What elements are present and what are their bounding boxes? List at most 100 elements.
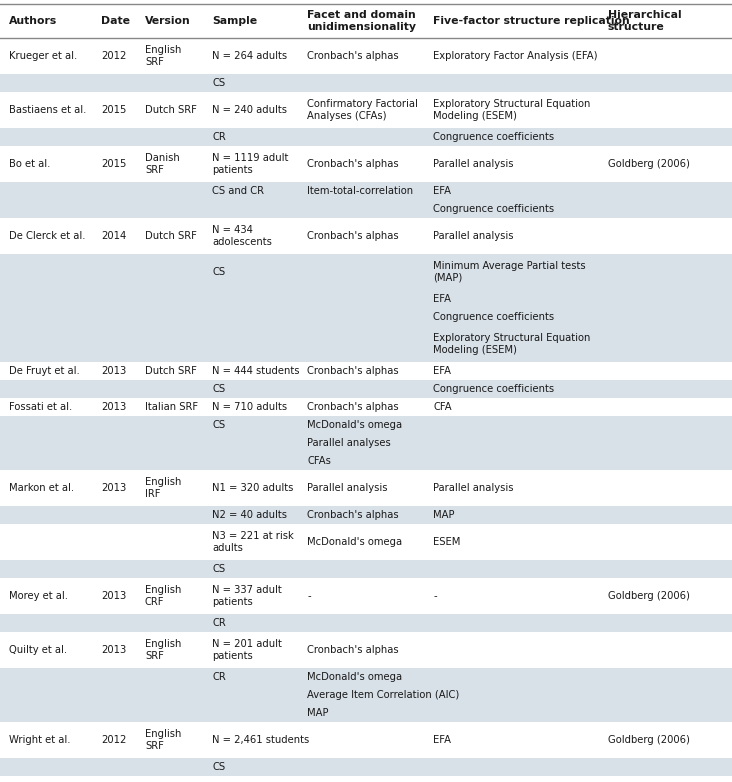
Bar xyxy=(0,668,732,686)
Text: Date: Date xyxy=(101,16,130,26)
Text: McDonald's omega: McDonald's omega xyxy=(307,672,403,682)
Text: Average Item Correlation (AIC): Average Item Correlation (AIC) xyxy=(307,690,460,700)
Bar xyxy=(0,398,732,416)
Text: De Clerck et al.: De Clerck et al. xyxy=(9,231,86,241)
Text: Congruence coefficients: Congruence coefficients xyxy=(433,204,554,214)
Text: CR: CR xyxy=(212,672,226,682)
Text: Cronbach's alphas: Cronbach's alphas xyxy=(307,51,399,61)
Text: McDonald's omega: McDonald's omega xyxy=(307,537,403,547)
Text: Dutch SRF: Dutch SRF xyxy=(145,105,197,115)
Bar xyxy=(0,416,732,434)
Text: EFA: EFA xyxy=(433,186,452,196)
Bar xyxy=(0,200,732,218)
Text: Italian SRF: Italian SRF xyxy=(145,402,198,412)
Text: ESEM: ESEM xyxy=(433,537,460,547)
Text: N3 = 221 at risk
adults: N3 = 221 at risk adults xyxy=(212,531,294,553)
Text: N2 = 40 adults: N2 = 40 adults xyxy=(212,510,287,520)
Text: Parallel analysis: Parallel analysis xyxy=(433,159,514,169)
Text: Exploratory Structural Equation
Modeling (ESEM): Exploratory Structural Equation Modeling… xyxy=(433,99,591,120)
Text: N = 201 adult
patients: N = 201 adult patients xyxy=(212,639,282,661)
Text: N = 264 adults: N = 264 adults xyxy=(212,51,288,61)
Text: 2012: 2012 xyxy=(101,51,127,61)
Text: 2012: 2012 xyxy=(101,735,127,745)
Text: Minimum Average Partial tests
(MAP): Minimum Average Partial tests (MAP) xyxy=(433,261,586,283)
Bar xyxy=(0,362,732,380)
Text: CS: CS xyxy=(212,78,225,88)
Text: Exploratory Factor Analysis (EFA): Exploratory Factor Analysis (EFA) xyxy=(433,51,598,61)
Text: -: - xyxy=(433,591,437,601)
Bar xyxy=(0,506,732,524)
Text: English
IRF: English IRF xyxy=(145,477,182,499)
Text: Bastiaens et al.: Bastiaens et al. xyxy=(9,105,86,115)
Text: N = 2,461 students: N = 2,461 students xyxy=(212,735,310,745)
Text: Markon et al.: Markon et al. xyxy=(9,483,74,493)
Text: CS: CS xyxy=(212,384,225,394)
Text: Wright et al.: Wright et al. xyxy=(9,735,70,745)
Text: Dutch SRF: Dutch SRF xyxy=(145,366,197,376)
Text: Parallel analysis: Parallel analysis xyxy=(433,483,514,493)
Bar xyxy=(0,704,732,722)
Text: CR: CR xyxy=(212,132,226,142)
Text: Congruence coefficients: Congruence coefficients xyxy=(433,384,554,394)
Text: MAP: MAP xyxy=(433,510,455,520)
Text: Cronbach's alphas: Cronbach's alphas xyxy=(307,231,399,241)
Text: N = 240 adults: N = 240 adults xyxy=(212,105,287,115)
Text: CFAs: CFAs xyxy=(307,456,332,466)
Text: Version: Version xyxy=(145,16,190,26)
Text: Parallel analyses: Parallel analyses xyxy=(307,438,391,448)
Text: Krueger et al.: Krueger et al. xyxy=(9,51,77,61)
Text: Exploratory Structural Equation
Modeling (ESEM): Exploratory Structural Equation Modeling… xyxy=(433,333,591,355)
Bar xyxy=(0,434,732,452)
Text: English
SRF: English SRF xyxy=(145,729,182,751)
Text: Item-total-correlation: Item-total-correlation xyxy=(307,186,414,196)
Bar xyxy=(0,290,732,308)
Text: Cronbach's alphas: Cronbach's alphas xyxy=(307,510,399,520)
Text: Cronbach's alphas: Cronbach's alphas xyxy=(307,159,399,169)
Text: 2013: 2013 xyxy=(101,402,126,412)
Text: Goldberg (2006): Goldberg (2006) xyxy=(608,159,690,169)
Bar xyxy=(0,524,732,560)
Text: CS: CS xyxy=(212,564,225,574)
Text: 2013: 2013 xyxy=(101,645,126,655)
Text: Congruence coefficients: Congruence coefficients xyxy=(433,312,554,322)
Bar xyxy=(0,758,732,776)
Text: Dutch SRF: Dutch SRF xyxy=(145,231,197,241)
Text: Parallel analysis: Parallel analysis xyxy=(433,231,514,241)
Text: CFA: CFA xyxy=(433,402,452,412)
Text: EFA: EFA xyxy=(433,735,452,745)
Text: 2013: 2013 xyxy=(101,366,126,376)
Text: 2015: 2015 xyxy=(101,159,127,169)
Text: CS and CR: CS and CR xyxy=(212,186,264,196)
Text: English
CRF: English CRF xyxy=(145,585,182,607)
Text: N = 337 adult
patients: N = 337 adult patients xyxy=(212,585,282,607)
Text: CS: CS xyxy=(212,420,225,430)
Bar xyxy=(0,308,732,326)
Text: N = 434
adolescents: N = 434 adolescents xyxy=(212,225,272,247)
Text: EFA: EFA xyxy=(433,366,452,376)
Text: EFA: EFA xyxy=(433,294,452,304)
Text: Congruence coefficients: Congruence coefficients xyxy=(433,132,554,142)
Text: Cronbach's alphas: Cronbach's alphas xyxy=(307,645,399,655)
Text: 2014: 2014 xyxy=(101,231,126,241)
Text: N = 710 adults: N = 710 adults xyxy=(212,402,288,412)
Text: MAP: MAP xyxy=(307,708,329,718)
Text: N = 444 students: N = 444 students xyxy=(212,366,300,376)
Bar xyxy=(0,578,732,614)
Text: English
SRF: English SRF xyxy=(145,45,182,66)
Text: Fossati et al.: Fossati et al. xyxy=(9,402,72,412)
Bar xyxy=(0,722,732,758)
Text: Facet and domain
unidimensionality: Facet and domain unidimensionality xyxy=(307,10,417,32)
Text: Parallel analysis: Parallel analysis xyxy=(307,483,388,493)
Bar xyxy=(0,74,732,92)
Text: 2013: 2013 xyxy=(101,591,126,601)
Bar xyxy=(0,146,732,182)
Text: Five-factor structure replication: Five-factor structure replication xyxy=(433,16,630,26)
Bar xyxy=(0,470,732,506)
Text: McDonald's omega: McDonald's omega xyxy=(307,420,403,430)
Bar xyxy=(0,614,732,632)
Bar xyxy=(0,776,732,782)
Text: Goldberg (2006): Goldberg (2006) xyxy=(608,735,690,745)
Text: Confirmatory Factorial
Analyses (CFAs): Confirmatory Factorial Analyses (CFAs) xyxy=(307,99,418,120)
Text: Morey et al.: Morey et al. xyxy=(9,591,68,601)
Text: Bo et al.: Bo et al. xyxy=(9,159,51,169)
